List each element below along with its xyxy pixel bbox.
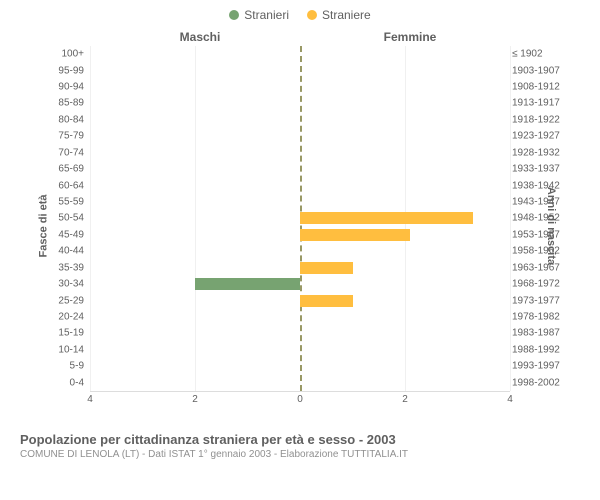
table-row: 55-591943-1947 <box>90 194 510 210</box>
age-tick: 80-84 <box>32 114 84 125</box>
table-row: 5-91993-1997 <box>90 358 510 374</box>
age-tick: 35-39 <box>32 262 84 273</box>
chart: Maschi Femmine Fasce di età Anni di nasc… <box>20 26 580 426</box>
age-tick: 65-69 <box>32 164 84 175</box>
year-tick: 1938-1942 <box>512 180 568 191</box>
table-row: 75-791923-1927 <box>90 128 510 144</box>
table-row: 60-641938-1942 <box>90 177 510 193</box>
age-tick: 40-44 <box>32 246 84 257</box>
table-row: 20-241978-1982 <box>90 309 510 325</box>
year-tick: 1958-1962 <box>512 246 568 257</box>
gridline <box>510 46 511 391</box>
age-tick: 25-29 <box>32 295 84 306</box>
year-tick: 1993-1997 <box>512 361 568 372</box>
x-tick: 4 <box>87 394 93 405</box>
year-tick: 1928-1932 <box>512 147 568 158</box>
year-tick: 1913-1917 <box>512 98 568 109</box>
bar-male <box>195 278 300 290</box>
age-tick: 55-59 <box>32 197 84 208</box>
year-tick: 1918-1922 <box>512 114 568 125</box>
table-row: 65-691933-1937 <box>90 161 510 177</box>
table-row: 95-991903-1907 <box>90 62 510 78</box>
year-tick: 1903-1907 <box>512 65 568 76</box>
age-tick: 0-4 <box>32 377 84 388</box>
legend: Stranieri Straniere <box>0 0 600 26</box>
caption-title: Popolazione per cittadinanza straniera p… <box>20 432 580 447</box>
caption-subtitle: COMUNE DI LENOLA (LT) - Dati ISTAT 1° ge… <box>20 449 580 460</box>
legend-label-female: Straniere <box>322 8 371 22</box>
year-tick: 1948-1952 <box>512 213 568 224</box>
caption: Popolazione per cittadinanza straniera p… <box>20 426 580 460</box>
column-header-female: Femmine <box>310 30 510 44</box>
age-tick: 10-14 <box>32 344 84 355</box>
age-tick: 50-54 <box>32 213 84 224</box>
year-tick: 1983-1987 <box>512 328 568 339</box>
bar-rows: 100+≤ 190295-991903-190790-941908-191285… <box>90 46 510 391</box>
bar-female <box>300 295 353 307</box>
table-row: 25-291973-1977 <box>90 292 510 308</box>
table-row: 10-141988-1992 <box>90 342 510 358</box>
legend-item-male: Stranieri <box>229 8 289 22</box>
table-row: 85-891913-1917 <box>90 95 510 111</box>
year-tick: ≤ 1902 <box>512 49 568 60</box>
table-row: 80-841918-1922 <box>90 112 510 128</box>
year-tick: 1988-1992 <box>512 344 568 355</box>
table-row: 30-341968-1972 <box>90 276 510 292</box>
age-tick: 45-49 <box>32 229 84 240</box>
bar-female <box>300 229 410 241</box>
age-tick: 75-79 <box>32 131 84 142</box>
column-header-male: Maschi <box>100 30 300 44</box>
table-row: 35-391963-1967 <box>90 260 510 276</box>
year-tick: 1973-1977 <box>512 295 568 306</box>
x-tick: 2 <box>192 394 198 405</box>
bar-female <box>300 262 353 274</box>
age-tick: 95-99 <box>32 65 84 76</box>
x-tick: 0 <box>297 394 303 405</box>
year-tick: 1978-1982 <box>512 312 568 323</box>
x-axis-line <box>90 391 510 392</box>
age-tick: 70-74 <box>32 147 84 158</box>
x-tick: 2 <box>402 394 408 405</box>
age-tick: 90-94 <box>32 82 84 93</box>
year-tick: 1998-2002 <box>512 377 568 388</box>
age-tick: 60-64 <box>32 180 84 191</box>
table-row: 15-191983-1987 <box>90 325 510 341</box>
age-tick: 85-89 <box>32 98 84 109</box>
table-row: 70-741928-1932 <box>90 145 510 161</box>
year-tick: 1963-1967 <box>512 262 568 273</box>
age-tick: 30-34 <box>32 279 84 290</box>
swatch-male-icon <box>229 10 239 20</box>
table-row: 0-41998-2002 <box>90 375 510 391</box>
table-row: 45-491953-1957 <box>90 227 510 243</box>
plot-area: 100+≤ 190295-991903-190790-941908-191285… <box>90 46 510 391</box>
table-row: 50-541948-1952 <box>90 210 510 226</box>
year-tick: 1933-1937 <box>512 164 568 175</box>
age-tick: 5-9 <box>32 361 84 372</box>
legend-label-male: Stranieri <box>244 8 289 22</box>
legend-item-female: Straniere <box>307 8 371 22</box>
table-row: 90-941908-1912 <box>90 79 510 95</box>
x-tick: 4 <box>507 394 513 405</box>
swatch-female-icon <box>307 10 317 20</box>
bar-female <box>300 212 473 224</box>
table-row: 40-441958-1962 <box>90 243 510 259</box>
year-tick: 1908-1912 <box>512 82 568 93</box>
x-axis: 4 2 0 2 4 <box>90 394 510 408</box>
age-tick: 100+ <box>32 49 84 60</box>
age-tick: 15-19 <box>32 328 84 339</box>
year-tick: 1953-1957 <box>512 229 568 240</box>
year-tick: 1943-1947 <box>512 197 568 208</box>
age-tick: 20-24 <box>32 312 84 323</box>
year-tick: 1923-1927 <box>512 131 568 142</box>
year-tick: 1968-1972 <box>512 279 568 290</box>
table-row: 100+≤ 1902 <box>90 46 510 62</box>
